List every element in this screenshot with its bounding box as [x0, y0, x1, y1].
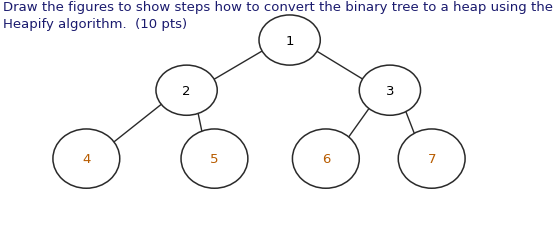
- Ellipse shape: [53, 129, 120, 188]
- Text: 2: 2: [182, 84, 191, 97]
- Text: 5: 5: [210, 152, 219, 165]
- Text: 1: 1: [285, 34, 294, 47]
- Ellipse shape: [359, 66, 421, 116]
- Ellipse shape: [181, 129, 248, 188]
- Ellipse shape: [292, 129, 359, 188]
- Ellipse shape: [259, 16, 320, 66]
- Text: 3: 3: [385, 84, 394, 97]
- Text: 6: 6: [321, 152, 330, 165]
- Text: 7: 7: [427, 152, 436, 165]
- Ellipse shape: [156, 66, 217, 116]
- Ellipse shape: [398, 129, 465, 188]
- Text: Draw the figures to show steps how to convert the binary tree to a heap using th: Draw the figures to show steps how to co…: [3, 1, 553, 31]
- Text: 4: 4: [82, 152, 91, 165]
